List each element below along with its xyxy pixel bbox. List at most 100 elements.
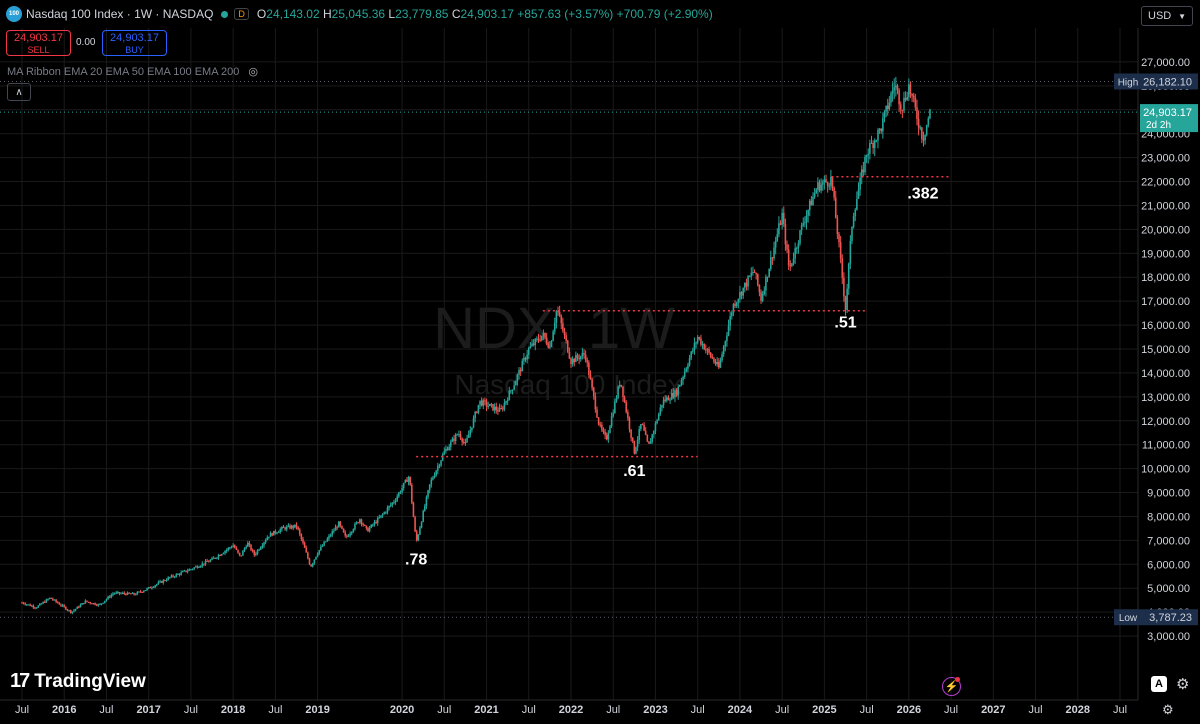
time-tick-label: Jul [522, 704, 536, 716]
candle-body [734, 304, 736, 306]
candle-body [333, 530, 335, 532]
candle-body [310, 564, 312, 567]
candle-body [157, 582, 160, 585]
candle-body [472, 418, 475, 428]
candle-body [912, 95, 915, 98]
candle-body [248, 542, 251, 545]
candle-body [349, 533, 351, 536]
candle-body [763, 290, 766, 295]
candle-body [839, 241, 842, 259]
candle-body [289, 525, 291, 529]
sell-button[interactable]: 24,903.17 SELL [6, 30, 71, 56]
auto-scale-button[interactable]: A [1151, 676, 1167, 692]
indicator-legend[interactable]: MA Ribbon EMA 20 EMA 50 EMA 100 EMA 200 … [7, 65, 258, 78]
price-tick-label: 19,000.00 [1141, 248, 1190, 260]
candle-body [290, 525, 293, 529]
candle-body [354, 523, 356, 530]
candle-body [719, 360, 722, 368]
candle-body [748, 276, 751, 278]
candle-body [287, 525, 290, 527]
candle-body [847, 263, 850, 289]
candle-body [545, 337, 548, 344]
candle-body [924, 134, 926, 141]
candle-body [372, 524, 374, 526]
candle-body [638, 429, 641, 440]
candle-body [599, 424, 602, 426]
candle-body [711, 356, 714, 359]
candle-body [909, 84, 912, 94]
candle-body [185, 570, 187, 572]
candle-body [768, 268, 770, 278]
candle-body [800, 225, 803, 231]
time-tick-label: 2025 [812, 704, 836, 716]
candle-body [789, 265, 792, 267]
currency-select[interactable]: USD ▼ [1141, 6, 1193, 26]
candle-body [773, 247, 775, 259]
price-tick-label: 18,000.00 [1141, 272, 1190, 284]
time-axis-background [0, 700, 1200, 724]
candle-body [443, 451, 446, 455]
candle-body [58, 603, 61, 605]
candle-body [258, 549, 260, 551]
candle-body [727, 325, 730, 336]
candle-body [118, 592, 121, 594]
candle-body [194, 566, 197, 568]
candle-body [169, 577, 171, 579]
candle-body [519, 369, 522, 372]
candle-body [562, 323, 564, 331]
collapse-legend-button[interactable]: ∧ [7, 83, 31, 101]
symbol-title[interactable]: Nasdaq 100 Index · 1W · NASDAQ [26, 7, 214, 21]
candle-body [646, 435, 649, 442]
eye-off-icon[interactable]: ◎ [248, 66, 259, 78]
candle-body [644, 430, 647, 436]
candle-body [355, 522, 358, 524]
candle-body [917, 119, 920, 128]
data-badge[interactable]: D [234, 8, 249, 20]
candle-body [363, 524, 366, 526]
candle-body [575, 355, 577, 363]
candle-body [204, 560, 207, 565]
flash-icon[interactable]: ⚡ [942, 677, 961, 696]
candle-body [729, 316, 731, 326]
candle-body [670, 392, 673, 400]
candle-body [466, 437, 468, 443]
brand-name: TradingView [34, 670, 146, 692]
settings-gear-icon[interactable]: ⚙ [1176, 676, 1190, 693]
candle-body [656, 420, 658, 424]
candle-body [904, 97, 907, 100]
candle-body [152, 587, 155, 589]
candle-body [162, 580, 165, 583]
candle-body [456, 434, 459, 436]
candle-body [649, 441, 652, 444]
candle-body [716, 362, 718, 365]
candle-body [35, 607, 38, 609]
price-tick-label: 17,000.00 [1141, 296, 1190, 308]
candle-body [232, 545, 234, 548]
candle-body [693, 342, 696, 351]
candle-body [451, 438, 454, 442]
candle-body [320, 546, 322, 551]
candle-body [752, 271, 754, 273]
buy-button[interactable]: 24,903.17 BUY [102, 30, 167, 56]
candle-body [618, 384, 621, 387]
candle-body [229, 547, 231, 549]
price-tick-label: 23,000.00 [1141, 153, 1190, 165]
candle-body [212, 557, 215, 559]
candle-body [448, 446, 450, 451]
candle-body [636, 439, 639, 448]
candle-body [657, 413, 660, 421]
low-label: L [388, 7, 396, 21]
candle-body [844, 296, 847, 311]
candle-body [740, 292, 743, 296]
candle-body [813, 193, 816, 197]
candle-body [55, 599, 57, 602]
candle-body [623, 397, 626, 403]
time-axis-settings-icon[interactable]: ⚙ [1162, 702, 1174, 717]
candle-body [807, 210, 809, 216]
chevron-up-icon: ∧ [15, 86, 23, 98]
candle-body [661, 404, 663, 408]
symbol-logo-icon[interactable]: 100 [6, 6, 22, 22]
